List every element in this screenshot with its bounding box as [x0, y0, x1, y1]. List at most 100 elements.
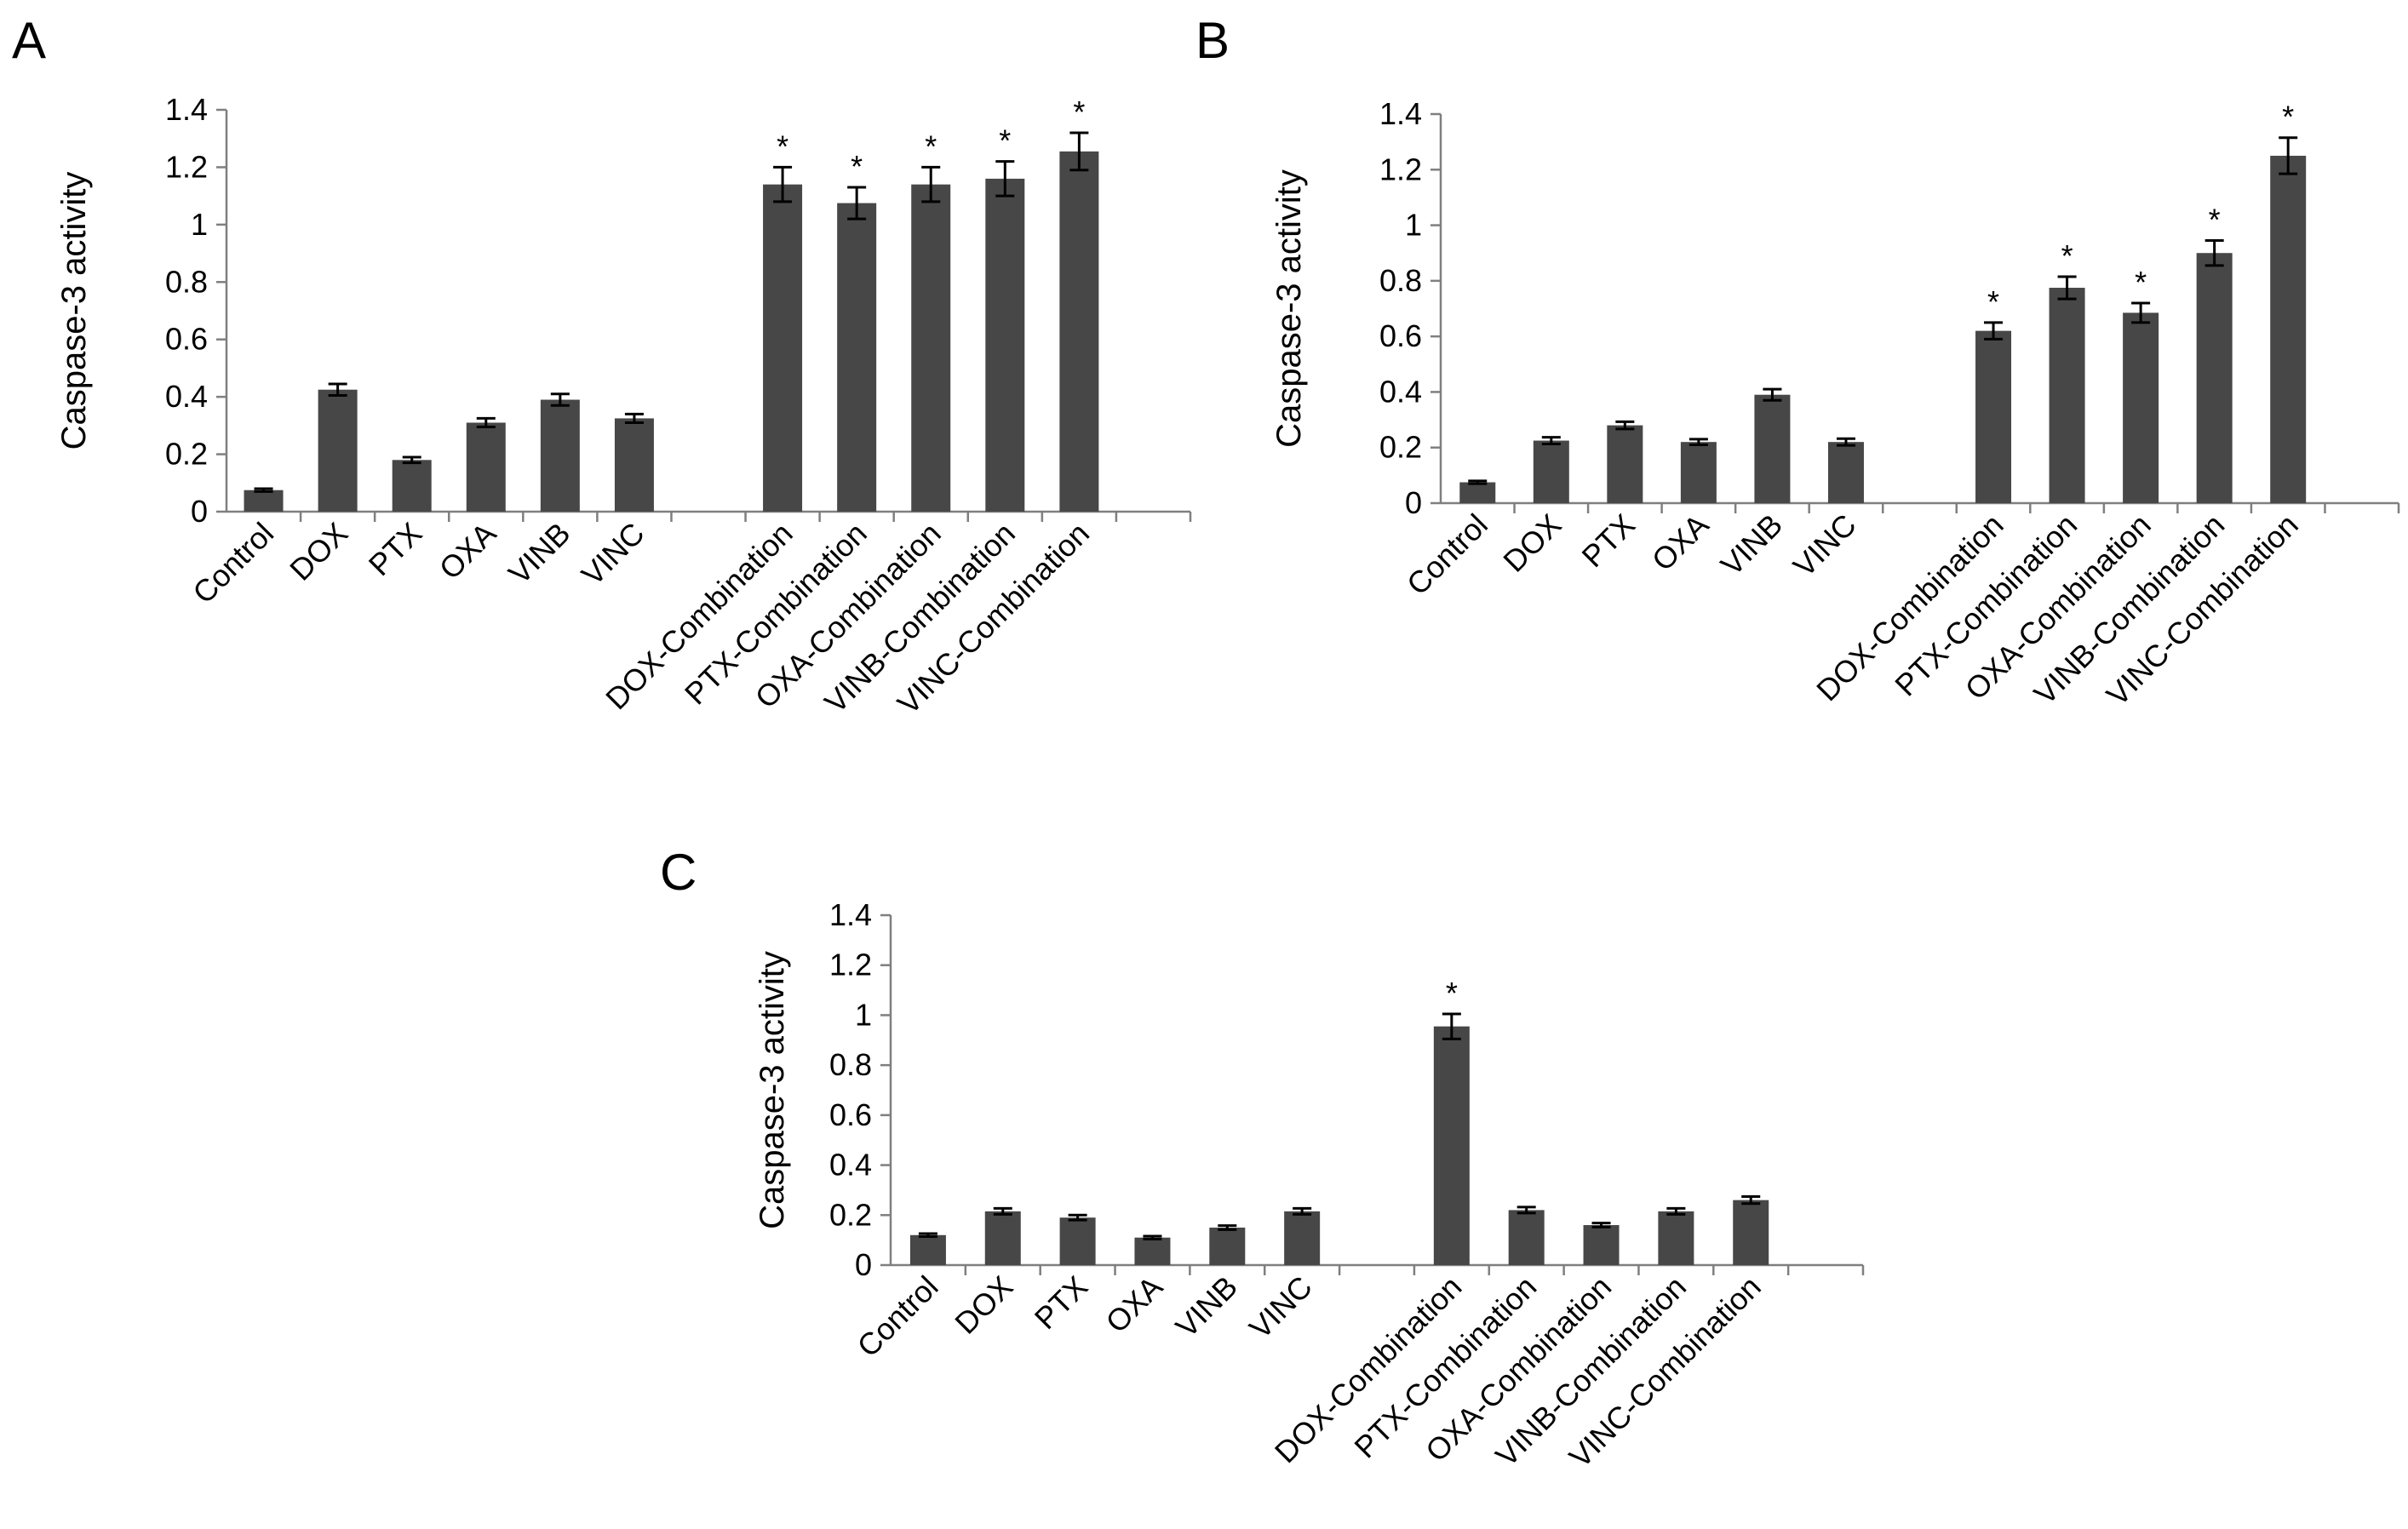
bar-dox-combination	[1433, 1026, 1470, 1265]
x-tick-label-control: Control	[851, 1269, 945, 1364]
x-tick-label-vinb: VINB	[1169, 1269, 1244, 1344]
x-tick-label-oxa: OXA	[1098, 1269, 1169, 1340]
y-axis-label: Caspase-3 activity	[1270, 169, 1308, 448]
bar-vinc	[1284, 1211, 1321, 1265]
significance-mark: *	[925, 129, 937, 163]
error-bar-ptx-combination	[2057, 275, 2077, 301]
error-bar-vinb-combination	[995, 160, 1015, 198]
error-bar-dox-combination	[773, 165, 793, 203]
error-bar-dox-combination	[1442, 1012, 1461, 1040]
bar-vinc-combination	[1733, 1200, 1769, 1265]
panel-b: B Caspase-3 activity 0 0.2 0.4 0.6 0.8 1 1.2 1.4 C…	[1195, 12, 2400, 713]
bar-ptx	[1059, 1217, 1096, 1265]
significance-mark: *	[2061, 238, 2073, 273]
x-tick-label-control: Control	[1400, 507, 1494, 602]
bar-vinc	[614, 418, 654, 512]
x-tick-label-control: Control	[186, 516, 280, 610]
bar-oxa	[466, 422, 506, 512]
x-tick-label-dox: DOX	[948, 1269, 1019, 1341]
x-tick-label-vinc: VINC	[1786, 507, 1863, 584]
y-tick-label: 0.2	[165, 437, 208, 472]
error-bar-vinb	[1763, 387, 1782, 402]
error-bar-vinc-combination	[1069, 131, 1089, 172]
bar-oxa-combination	[1583, 1225, 1620, 1265]
significance-mark: *	[2282, 100, 2294, 135]
bar-vinb-combination	[1658, 1211, 1694, 1265]
error-bar-vinb	[1218, 1224, 1237, 1231]
bar-ptx	[392, 460, 432, 512]
significance-mark: *	[999, 123, 1011, 158]
error-bar-vinc	[1293, 1206, 1312, 1216]
bar-dox	[984, 1211, 1021, 1265]
y-tick-label: 0	[855, 1247, 872, 1282]
y-tick-label: 1	[1405, 208, 1422, 243]
x-tick-label-ptx: PTX	[1575, 507, 1642, 574]
y-tick-label: 0.8	[1379, 263, 1422, 298]
bar-oxa-combination	[2123, 312, 2159, 503]
bar-vinc-combination	[1059, 151, 1099, 512]
x-tick-label-vinc: VINC	[575, 516, 651, 593]
error-bar-oxa-combination	[1591, 1222, 1611, 1228]
significance-mark: *	[2209, 203, 2221, 238]
y-tick-label: 0.6	[1379, 318, 1422, 353]
error-bar-ptx-combination	[847, 186, 867, 220]
error-bar-ptx	[1068, 1213, 1087, 1222]
bar-vinc	[1827, 442, 1864, 503]
bar-ptx-combination	[1508, 1210, 1545, 1265]
y-tick-label: 0.8	[829, 1047, 872, 1082]
y-tick-label: 0.6	[165, 322, 208, 357]
significance-mark: *	[777, 129, 788, 163]
x-tick-label-oxa: OXA	[1645, 507, 1716, 578]
y-tick-label: 1.2	[165, 149, 208, 184]
error-bar-dox	[1541, 436, 1561, 445]
bar-control	[1459, 482, 1496, 503]
error-bar-vinb-combination	[2204, 239, 2224, 267]
error-bar-control	[254, 487, 273, 493]
error-bar-oxa	[476, 416, 496, 429]
bar-ptx-combination	[2049, 288, 2085, 503]
bar-vinb	[1754, 394, 1791, 503]
error-bar-dox	[993, 1206, 1012, 1216]
bar-dox	[318, 389, 358, 512]
error-bar-vinc	[624, 412, 644, 424]
y-tick-label: 0	[1405, 485, 1422, 520]
bar-ptx	[1607, 425, 1643, 503]
panel-letter: A	[12, 12, 46, 69]
x-tick-label-oxa: OXA	[433, 516, 503, 587]
y-tick-label: 0.4	[1379, 374, 1422, 409]
significance-mark: *	[2135, 265, 2147, 300]
bar-vinc-combination	[2270, 155, 2307, 503]
error-bar-ptx-combination	[1516, 1205, 1536, 1215]
error-bar-dox-combination	[1984, 321, 2004, 341]
y-tick-label: 0.4	[165, 379, 208, 414]
significance-mark: *	[1446, 976, 1458, 1011]
bar-oxa	[1134, 1237, 1171, 1265]
bar-dox-combination	[763, 184, 803, 512]
error-bar-oxa	[1143, 1234, 1162, 1240]
significance-mark: *	[851, 149, 863, 184]
x-tick-label-vinb: VINB	[502, 516, 576, 591]
error-bar-vinb	[550, 392, 570, 407]
x-tick-label-dox: DOX	[283, 516, 354, 587]
y-axis-label: Caspase-3 activity	[754, 951, 791, 1229]
bar-vinb-combination	[985, 178, 1025, 512]
significance-mark: *	[1987, 284, 1999, 319]
error-bar-vinc	[1836, 437, 1855, 447]
y-tick-label: 1.4	[165, 92, 208, 127]
error-bar-vinc-combination	[2279, 136, 2298, 175]
bar-ptx-combination	[837, 203, 877, 513]
error-bar-oxa-combination	[921, 165, 941, 203]
bar-vinb	[1209, 1227, 1246, 1265]
error-bar-vinb-combination	[1666, 1206, 1686, 1216]
y-tick-label: 1	[855, 997, 872, 1032]
bar-dox	[1533, 440, 1569, 503]
x-tick-label-ptx: PTX	[1028, 1269, 1094, 1336]
bar-oxa	[1680, 442, 1717, 503]
panel-a: A Caspase-3 activity 0 0.2 0.4 0.6 0.8 1 1.2 1.4 C…	[12, 12, 1192, 721]
x-tick-label-ptx: PTX	[362, 516, 428, 582]
y-axis-label: Caspase-3 activity	[55, 172, 93, 450]
bar-control	[244, 490, 284, 512]
x-tick-label-vinb: VINB	[1714, 507, 1789, 582]
bar-oxa-combination	[911, 184, 951, 512]
